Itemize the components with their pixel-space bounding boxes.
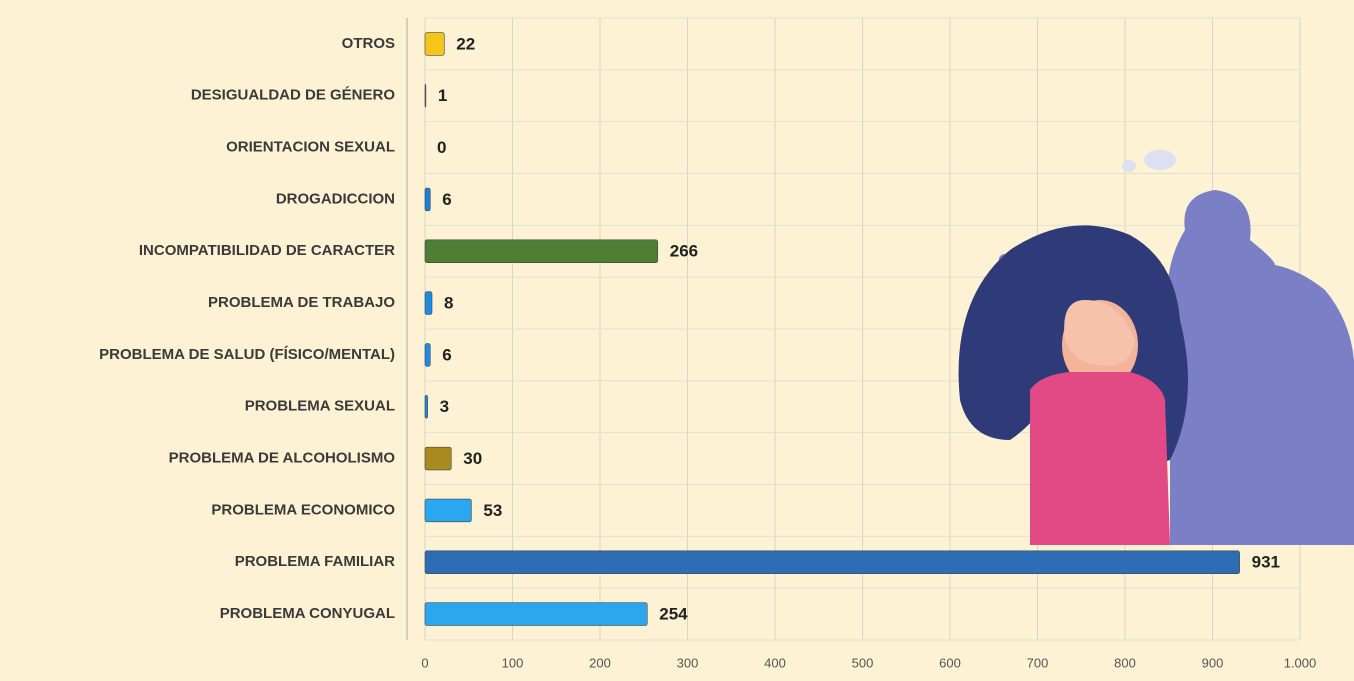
bar [425, 447, 451, 470]
category-label: PROBLEMA DE TRABAJO [208, 294, 395, 311]
category-label: DROGADICCION [276, 190, 395, 207]
category-label: INCOMPATIBILIDAD DE CARACTER [139, 242, 395, 259]
category-label: PROBLEMA SEXUAL [245, 398, 395, 415]
x-tick-label: 200 [589, 655, 611, 670]
category-label: PROBLEMA FAMILIAR [235, 553, 395, 570]
x-tick-label: 100 [502, 655, 524, 670]
value-label: 0 [437, 138, 446, 157]
x-tick-label: 600 [939, 655, 961, 670]
bar [425, 603, 647, 626]
bar [425, 395, 428, 418]
x-tick-label: 400 [764, 655, 786, 670]
x-tick-label: 1.000 [1284, 655, 1317, 670]
category-label: PROBLEMA ECONOMICO [211, 501, 395, 518]
chart: 01002003004005006007008009001.000OTROS22… [0, 0, 1354, 681]
bar [425, 292, 432, 315]
value-label: 6 [442, 190, 451, 209]
category-label: PROBLEMA CONYUGAL [220, 605, 395, 622]
value-label: 931 [1252, 553, 1280, 572]
x-tick-label: 800 [1114, 655, 1136, 670]
bar [425, 240, 658, 263]
category-label: PROBLEMA DE SALUD (FÍSICO/MENTAL) [99, 346, 395, 363]
x-tick-label: 700 [1027, 655, 1049, 670]
category-label: ORIENTACION SEXUAL [226, 139, 395, 156]
category-label: OTROS [342, 35, 395, 52]
x-tick-label: 500 [852, 655, 874, 670]
value-label: 22 [456, 34, 475, 53]
value-label: 8 [444, 294, 453, 313]
bar [425, 499, 471, 522]
x-tick-label: 300 [677, 655, 699, 670]
value-label: 254 [659, 605, 688, 624]
bar [425, 188, 430, 211]
bar [425, 344, 430, 367]
x-tick-label: 0 [421, 655, 428, 670]
value-label: 53 [483, 501, 502, 520]
value-label: 266 [670, 242, 698, 261]
category-label: DESIGUALDAD DE GÉNERO [191, 87, 396, 104]
bar [425, 84, 426, 107]
category-label: PROBLEMA DE ALCOHOLISMO [169, 450, 396, 467]
value-label: 3 [440, 397, 449, 416]
bar [425, 551, 1240, 574]
value-label: 1 [438, 86, 447, 105]
value-label: 6 [442, 345, 451, 364]
value-label: 30 [463, 449, 482, 468]
x-tick-label: 900 [1202, 655, 1224, 670]
bar [425, 33, 444, 56]
